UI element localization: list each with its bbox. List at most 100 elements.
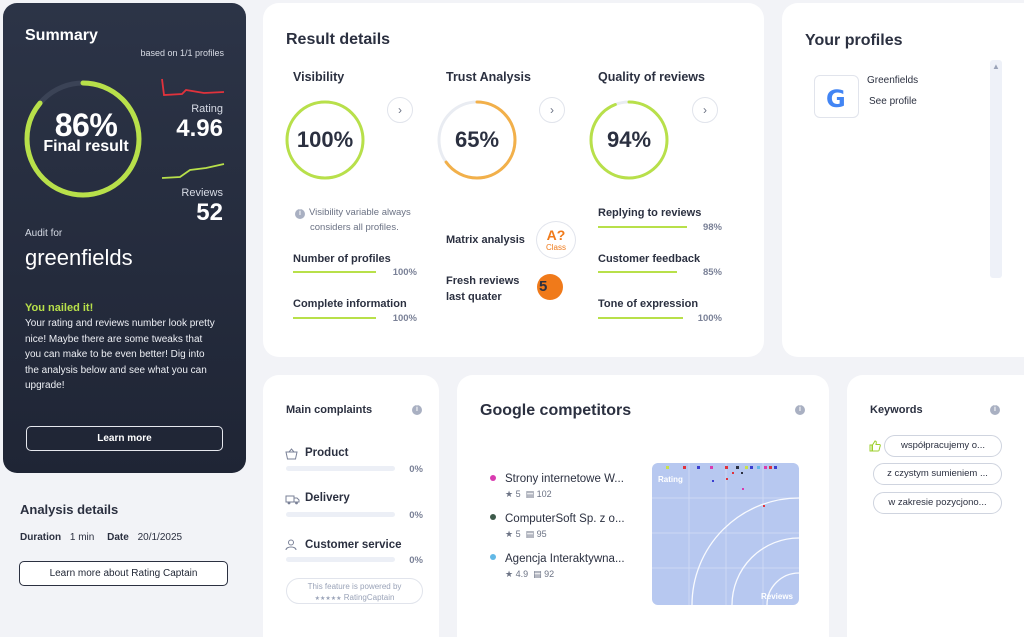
date-label: Date — [107, 532, 129, 543]
matrix-analysis-label: Matrix analysis — [446, 234, 525, 246]
learn-more-rating-captain-button[interactable]: Learn more about Rating Captain — [19, 561, 228, 586]
rating-sparkline — [161, 78, 225, 96]
competitor-meta: ★ 5 ▤ 102 — [505, 489, 552, 500]
plot-x-label: Reviews — [760, 592, 793, 601]
see-profile-link[interactable]: See profile — [869, 96, 917, 107]
competitor-rating: 4.9 — [515, 569, 529, 579]
matrix-class-badge: A? Class — [536, 221, 576, 259]
trust-ring — [437, 100, 517, 180]
duration-label: Duration — [20, 532, 62, 543]
trust-pct: 65% — [454, 127, 500, 152]
tone-pct: 100% — [697, 313, 722, 324]
complete-information-label: Complete information — [293, 298, 407, 310]
stars-icon: ★★★★★ — [314, 596, 342, 602]
star-icon: ★ — [505, 569, 514, 579]
summary-description: Your rating and reviews number look pret… — [25, 316, 230, 394]
fresh-reviews-badge: 5 — [537, 274, 563, 300]
visibility-note: i Visibility variable always considers al… — [295, 205, 411, 235]
rating-label: Rating — [191, 103, 223, 115]
matrix-class-label: Class — [545, 243, 566, 252]
complaint-product-label: Product — [305, 447, 349, 459]
result-details-card: Result details Visibility 100% › i Visibi… — [263, 3, 764, 357]
tone-bar — [598, 317, 683, 319]
complaint-service-bar — [286, 557, 395, 562]
number-of-profiles-bar — [293, 271, 376, 273]
desc-line: Your rating and reviews number look pret… — [25, 318, 215, 329]
powered-by-text: This feature is powered by — [307, 582, 402, 591]
profile-name: Greenfields — [867, 75, 919, 86]
competitors-info-icon[interactable]: i — [795, 405, 805, 415]
note-line: Visibility variable always — [309, 207, 411, 218]
visibility-chevron-button[interactable]: › — [387, 97, 413, 123]
customer-feedback-pct: 85% — [702, 267, 722, 278]
competitor-rating: 5 — [515, 529, 521, 539]
keyword-chip[interactable]: współpracujemy o... — [884, 435, 1002, 457]
comment-icon: ▤ — [525, 529, 535, 539]
truck-icon — [285, 495, 300, 505]
comment-icon: ▤ — [533, 569, 542, 579]
final-result-ring — [24, 80, 142, 198]
powered-brand: RatingCaptain — [343, 593, 395, 602]
competitor-dot — [490, 514, 496, 520]
competitor-dot — [490, 475, 496, 481]
complaint-product-bar — [286, 466, 395, 471]
visibility-pct: 100% — [296, 127, 354, 152]
audit-name: greenfields — [25, 245, 133, 270]
complaint-delivery-pct: 0% — [409, 510, 423, 521]
based-on-text: based on 1/1 profiles — [140, 48, 224, 58]
number-of-profiles-label: Number of profiles — [293, 253, 391, 265]
matrix-grade: A? — [546, 227, 566, 243]
duration-value: 1 min — [69, 532, 95, 543]
note-line: considers all profiles. — [310, 222, 399, 233]
scroll-up-icon[interactable]: ▲ — [992, 62, 1000, 71]
competitors-plot[interactable]: Rating Reviews — [652, 463, 799, 605]
learn-more-button[interactable]: Learn more — [26, 426, 223, 451]
keywords-title: Keywords — [870, 404, 923, 416]
profile-google-tile[interactable]: G — [814, 75, 859, 118]
powered-by-badge: This feature is powered by ★★★★★ RatingC… — [286, 578, 423, 604]
complaint-product-pct: 0% — [409, 464, 423, 475]
complaint-delivery-label: Delivery — [305, 492, 350, 504]
keyword-chip[interactable]: z czystym sumieniem ... — [873, 463, 1002, 485]
replying-label: Replying to reviews — [598, 207, 702, 219]
competitor-reviews: 95 — [536, 529, 547, 539]
fresh-reviews-label: Fresh reviews — [446, 275, 520, 287]
replying-pct: 98% — [702, 222, 722, 233]
google-competitors-title: Google competitors — [480, 402, 632, 419]
competitor-name[interactable]: ComputerSoft Sp. z o... — [505, 513, 625, 525]
quality-pct: 94% — [606, 127, 652, 152]
plot-grid — [652, 463, 799, 605]
keyword-chip[interactable]: w zakresie pozycjono... — [873, 492, 1002, 514]
desc-line: nice! Maybe there are some tweaks that — [25, 333, 203, 345]
complaint-service-pct: 0% — [409, 555, 423, 566]
quality-chevron-button[interactable]: › — [692, 97, 718, 123]
competitor-reviews: 92 — [544, 569, 555, 579]
reviews-label: Reviews — [181, 187, 223, 199]
star-icon: ★ — [505, 529, 514, 539]
basket-icon — [285, 448, 298, 460]
number-of-profiles-pct: 100% — [392, 267, 417, 278]
complete-information-pct: 100% — [392, 313, 417, 324]
person-icon — [285, 539, 297, 551]
visibility-ring — [285, 100, 365, 180]
reviews-value: 52 — [196, 199, 223, 226]
complaint-delivery-bar — [286, 512, 395, 517]
keywords-info-icon[interactable]: i — [990, 405, 1000, 415]
thumbs-up-icon — [869, 440, 881, 452]
date-value: 20/1/2025 — [137, 532, 183, 543]
result-details-title: Result details — [286, 31, 391, 48]
customer-feedback-bar — [598, 271, 677, 273]
competitor-name[interactable]: Strony internetowe W... — [505, 473, 624, 485]
main-complaints-title: Main complaints — [286, 404, 373, 416]
reviews-sparkline — [161, 163, 225, 179]
summary-card: Summary based on 1/1 profiles 86% Final … — [3, 3, 246, 473]
analysis-details-title: Analysis details — [20, 502, 119, 517]
rating-value: 4.96 — [176, 115, 223, 142]
info-icon: i — [295, 209, 305, 219]
audit-label: Audit for — [25, 228, 63, 239]
competitor-name[interactable]: Agencja Interaktywna... — [505, 553, 625, 565]
complete-information-bar — [293, 317, 376, 319]
trust-chevron-button[interactable]: › — [539, 97, 565, 123]
profiles-scrollbar[interactable]: ▲ — [990, 60, 1002, 278]
complaints-info-icon[interactable]: i — [412, 405, 422, 415]
